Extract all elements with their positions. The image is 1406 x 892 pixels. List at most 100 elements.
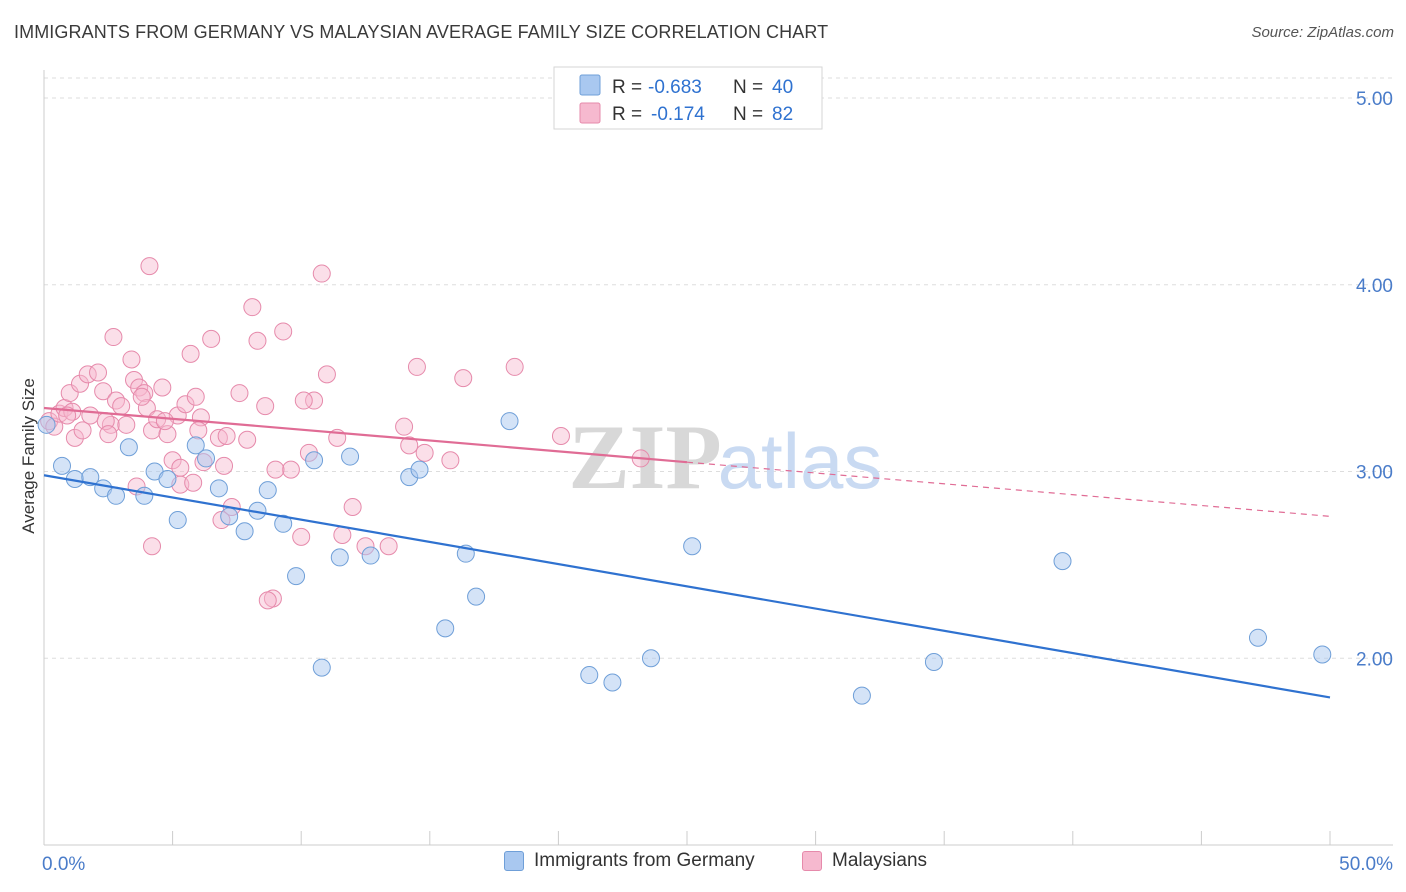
source-credit: Source: ZipAtlas.com bbox=[1251, 24, 1394, 41]
point-germany-22 bbox=[330, 548, 349, 567]
point-malaysians-59 bbox=[441, 451, 460, 470]
point-germany-3 bbox=[81, 468, 100, 487]
x-tick-label-1: 50.0% bbox=[1339, 854, 1393, 875]
point-malaysians-48 bbox=[305, 391, 324, 410]
point-malaysians-6 bbox=[71, 374, 90, 393]
point-germany-37 bbox=[1053, 552, 1072, 571]
point-malaysians-31 bbox=[186, 387, 205, 406]
point-germany-34 bbox=[683, 537, 702, 556]
point-malaysians-70 bbox=[266, 460, 285, 479]
point-germany-31 bbox=[580, 666, 599, 685]
legend-n-label-germany: N = bbox=[733, 77, 763, 98]
point-germany-32 bbox=[603, 673, 622, 692]
point-germany-13 bbox=[209, 479, 228, 498]
point-malaysians-49 bbox=[312, 264, 331, 283]
point-malaysians-80 bbox=[155, 412, 174, 431]
y-tick-label-0: 2.00 bbox=[1356, 649, 1393, 670]
axes bbox=[43, 70, 1393, 846]
point-malaysians-38 bbox=[230, 384, 249, 403]
point-germany-6 bbox=[119, 438, 138, 457]
legend-swatch-malaysians-bottom bbox=[802, 851, 822, 871]
point-germany-12 bbox=[197, 449, 216, 468]
point-malaysians-62 bbox=[551, 427, 570, 446]
point-germany-0 bbox=[37, 415, 56, 434]
point-malaysians-24 bbox=[153, 378, 172, 397]
point-germany-20 bbox=[305, 451, 324, 470]
point-germany-36 bbox=[852, 686, 871, 705]
point-malaysians-66 bbox=[104, 328, 123, 347]
point-malaysians-22 bbox=[143, 421, 162, 440]
point-malaysians-74 bbox=[217, 427, 236, 446]
point-malaysians-75 bbox=[258, 591, 277, 610]
point-germany-29 bbox=[467, 587, 486, 606]
point-malaysians-46 bbox=[292, 527, 311, 546]
point-malaysians-13 bbox=[107, 391, 126, 410]
legend-r-value-germany: -0.683 bbox=[648, 77, 702, 98]
point-malaysians-36 bbox=[215, 456, 234, 475]
legend-label-germany: Immigrants from Germany bbox=[534, 850, 755, 871]
y-tick-label-2: 4.00 bbox=[1356, 276, 1393, 297]
point-malaysians-7 bbox=[73, 421, 92, 440]
point-malaysians-42 bbox=[256, 397, 275, 416]
y-axis-title: Average Family Size bbox=[19, 378, 38, 534]
point-malaysians-34 bbox=[202, 329, 221, 348]
point-malaysians-16 bbox=[117, 415, 136, 434]
point-germany-26 bbox=[410, 460, 429, 479]
point-malaysians-81 bbox=[189, 421, 208, 440]
point-malaysians-11 bbox=[94, 382, 113, 401]
point-malaysians-52 bbox=[333, 526, 352, 544]
trend-line-germany bbox=[43, 474, 1331, 699]
point-malaysians-58 bbox=[415, 443, 434, 462]
legend-swatch-germany bbox=[579, 74, 601, 96]
legend-item-germany: Immigrants from Germany bbox=[504, 850, 755, 872]
bottom-legend: Immigrants from Germany Malaysians bbox=[0, 850, 1406, 880]
tick-labels: 2.00 3.00 4.00 5.00 0.0% 50.0% bbox=[42, 89, 1393, 875]
legend-r-label-germany: R = bbox=[612, 77, 642, 98]
legend-swatch-malaysia bbox=[579, 102, 601, 124]
point-germany-14 bbox=[220, 507, 239, 526]
point-germany-15 bbox=[235, 522, 254, 541]
watermark-zip: ZIP bbox=[568, 406, 721, 508]
point-malaysians-79 bbox=[99, 425, 118, 444]
point-malaysians-73 bbox=[184, 473, 203, 492]
grid-lines bbox=[44, 77, 1393, 659]
point-germany-39 bbox=[1313, 645, 1332, 664]
legend-swatch-germany-bottom bbox=[504, 851, 524, 871]
watermark-atlas: atlas bbox=[718, 417, 883, 505]
point-malaysians-55 bbox=[395, 417, 414, 436]
point-malaysians-26 bbox=[163, 451, 182, 470]
point-germany-10 bbox=[168, 511, 187, 530]
y-tick-label-1: 3.00 bbox=[1356, 463, 1393, 484]
point-malaysians-44 bbox=[274, 322, 293, 341]
series-immigrants-from-germany bbox=[37, 412, 1332, 705]
point-germany-18 bbox=[274, 514, 293, 533]
point-malaysians-40 bbox=[243, 298, 262, 317]
legend-n-value-germany: 40 bbox=[772, 77, 793, 98]
legend-n-value-malaysia: 82 bbox=[772, 104, 793, 125]
trend-line-malaysians-extension bbox=[686, 461, 1331, 517]
point-germany-5 bbox=[107, 486, 126, 505]
point-malaysians-5 bbox=[65, 428, 84, 447]
point-malaysians-64 bbox=[140, 257, 159, 276]
legend-item-malaysians: Malaysians bbox=[802, 850, 927, 872]
legend-n-label-malaysia: N = bbox=[733, 104, 763, 125]
point-malaysians-29 bbox=[176, 395, 195, 414]
point-malaysians-41 bbox=[248, 331, 267, 350]
point-germany-19 bbox=[287, 567, 306, 586]
point-germany-38 bbox=[1248, 628, 1267, 647]
stats-legend: R = -0.683 N = 40 R = -0.174 N = 82 bbox=[553, 66, 823, 130]
x-tick-label-0: 0.0% bbox=[42, 854, 85, 875]
point-germany-33 bbox=[641, 649, 660, 668]
point-malaysians-45 bbox=[281, 460, 300, 479]
point-malaysians-35 bbox=[209, 428, 228, 447]
trend-lines bbox=[43, 406, 1331, 699]
watermark: ZIP atlas bbox=[568, 406, 882, 508]
y-tick-label-3: 5.00 bbox=[1356, 89, 1393, 110]
point-germany-24 bbox=[361, 546, 380, 565]
point-germany-7 bbox=[135, 486, 154, 505]
point-germany-9 bbox=[158, 469, 177, 488]
point-malaysians-60 bbox=[454, 369, 473, 388]
legend-r-value-malaysia: -0.174 bbox=[651, 104, 705, 125]
point-malaysians-61 bbox=[505, 357, 524, 376]
